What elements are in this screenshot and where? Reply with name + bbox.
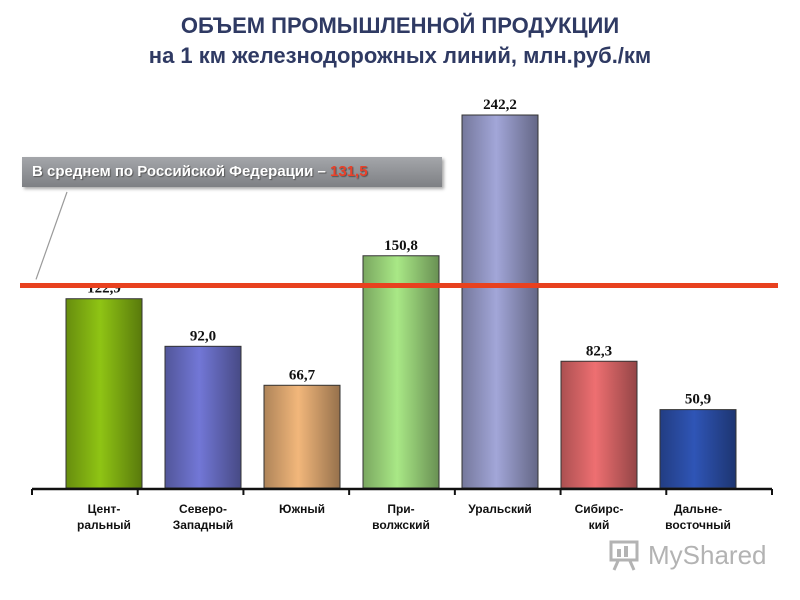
bar — [461, 114, 539, 489]
category-label: Сибирс- — [575, 502, 624, 516]
average-value: 131,5 — [330, 163, 368, 180]
chart-subtitle: на 1 км железнодорожных линий, млн.руб./… — [148, 43, 652, 68]
category-label: Уральский — [468, 502, 531, 516]
bar — [362, 255, 440, 489]
watermark-logo: MyShared — [608, 536, 778, 572]
bar — [65, 298, 143, 489]
data-label: 66,7 — [289, 367, 316, 383]
average-label: В среднем по Российской Федерации – — [32, 163, 331, 180]
chart-title: ОБЪЕМ ПРОМЫШЛЕННОЙ ПРОДУКЦИИ — [180, 13, 620, 38]
category-label: кий — [589, 518, 610, 532]
watermark-text: MyShared — [648, 540, 767, 570]
data-label: 82,3 — [586, 343, 612, 359]
bar — [164, 345, 242, 489]
category-label: Южный — [279, 502, 325, 516]
category-label: Дальне- — [674, 502, 722, 516]
category-label: ральный — [77, 518, 131, 532]
data-label: 242,2 — [483, 97, 517, 113]
bar — [659, 409, 737, 489]
category-label: При- — [387, 502, 414, 516]
average-callout: В среднем по Российской Федерации – 131,… — [22, 157, 442, 187]
data-label: 92,0 — [190, 328, 216, 344]
category-label: Западный — [173, 518, 234, 532]
category-label: восточный — [665, 518, 731, 532]
data-label: 50,9 — [685, 392, 711, 408]
data-label: 150,8 — [384, 238, 418, 254]
category-label: Цент- — [88, 502, 121, 516]
bar — [263, 384, 341, 489]
category-label: Северо- — [179, 502, 227, 516]
category-label: волжский — [372, 518, 430, 532]
bar — [560, 360, 638, 489]
presentation-icon — [609, 540, 639, 571]
callout-leader — [35, 191, 68, 280]
